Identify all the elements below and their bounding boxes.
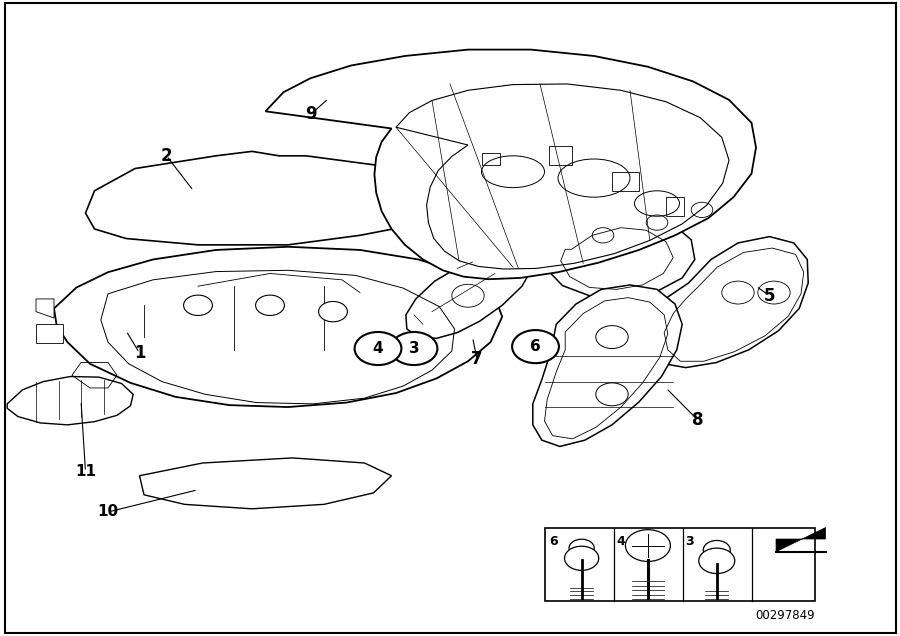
Circle shape — [596, 326, 628, 349]
Polygon shape — [646, 237, 808, 368]
Polygon shape — [36, 324, 63, 343]
Polygon shape — [266, 50, 756, 279]
Circle shape — [512, 330, 559, 363]
Circle shape — [569, 539, 594, 557]
Text: 7: 7 — [472, 350, 482, 368]
Circle shape — [703, 541, 730, 560]
Text: 00297849: 00297849 — [755, 609, 815, 621]
Text: 10: 10 — [97, 504, 119, 520]
Text: 3: 3 — [409, 341, 419, 356]
Polygon shape — [533, 285, 682, 446]
Circle shape — [564, 546, 598, 570]
Text: 11: 11 — [75, 464, 96, 480]
Polygon shape — [776, 528, 825, 551]
Polygon shape — [86, 151, 450, 245]
Circle shape — [319, 301, 347, 322]
Polygon shape — [547, 216, 695, 297]
Text: 3: 3 — [685, 534, 694, 548]
Polygon shape — [36, 299, 54, 318]
Polygon shape — [7, 377, 133, 425]
Circle shape — [184, 295, 212, 315]
Text: 9: 9 — [305, 106, 316, 123]
Text: 2: 2 — [161, 147, 172, 165]
Circle shape — [596, 383, 628, 406]
Circle shape — [355, 332, 401, 365]
Circle shape — [391, 332, 437, 365]
Circle shape — [626, 530, 670, 562]
Polygon shape — [54, 247, 502, 407]
Text: 5: 5 — [764, 287, 775, 305]
FancyBboxPatch shape — [544, 528, 814, 601]
Circle shape — [256, 295, 284, 315]
Text: 8: 8 — [692, 411, 703, 429]
Text: 6: 6 — [549, 534, 558, 548]
Text: 4: 4 — [373, 341, 383, 356]
Circle shape — [698, 548, 734, 574]
Text: 1: 1 — [134, 344, 145, 362]
Text: 4: 4 — [616, 534, 625, 548]
Polygon shape — [140, 458, 392, 509]
Polygon shape — [406, 238, 533, 338]
Text: 6: 6 — [530, 339, 541, 354]
